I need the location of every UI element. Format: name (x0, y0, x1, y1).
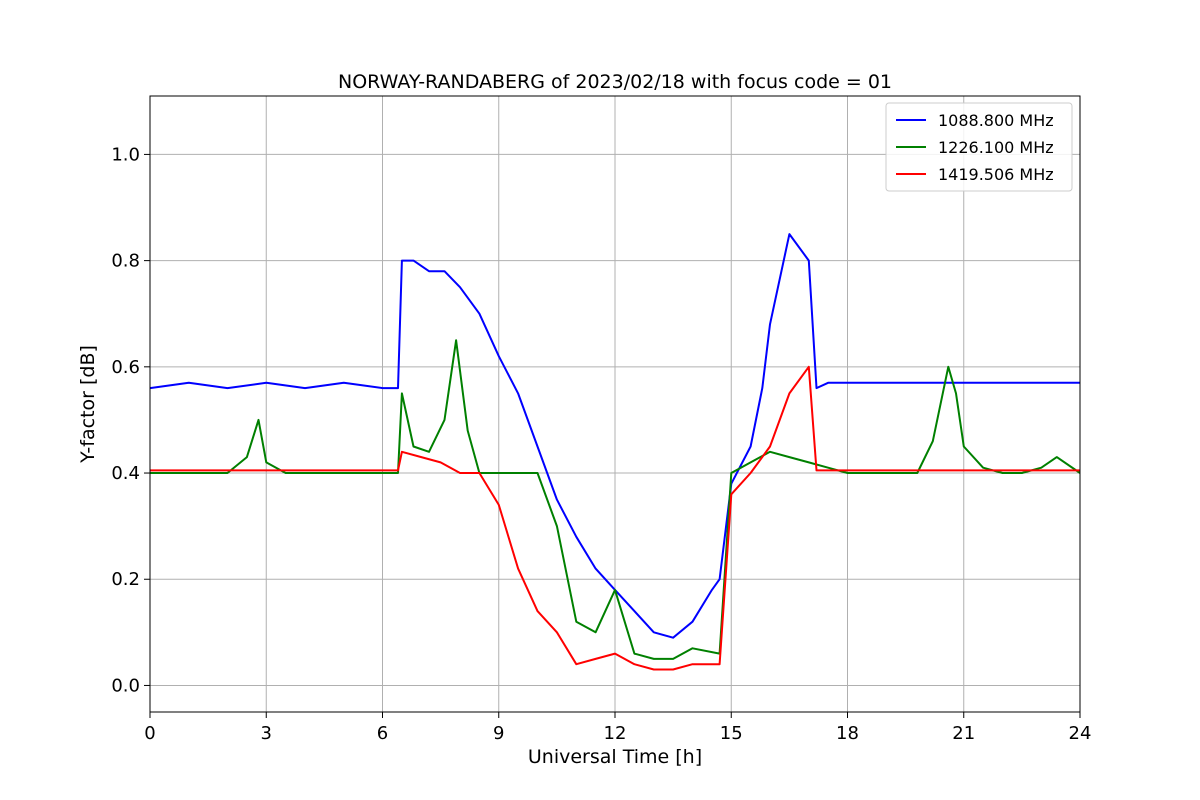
legend-box (885, 102, 1073, 192)
x-axis-label: Universal Time [h] (528, 746, 702, 768)
x-tick-label: 18 (836, 723, 859, 744)
y-tick-label: 0.2 (111, 569, 140, 590)
x-tick-label: 9 (493, 723, 504, 744)
x-tick-label: 6 (377, 723, 388, 744)
y-tick-label: 0.6 (111, 357, 140, 378)
legend-entry: 1088.800 MHz (938, 111, 1054, 130)
legend-entry: 1419.506 MHz (938, 165, 1054, 184)
series-line-1 (150, 339, 1081, 660)
x-tick-label: 21 (952, 723, 975, 744)
x-tick-label: 24 (1069, 723, 1092, 744)
y-tick-label: 1.0 (111, 144, 140, 165)
x-tick-label: 12 (604, 723, 627, 744)
x-tick-label: 0 (144, 723, 155, 744)
legend: 1088.800 MHz 1226.100 MHz 1419.506 MHz (885, 102, 1073, 192)
y-tick-label: 0.8 (111, 251, 140, 272)
ticks: 0 3 6 9 12 15 18 21 24 0.0 0.2 0.4 0.6 0.8 1.0 (111, 144, 1091, 744)
y-axis-label: Y-factor [dB] (77, 345, 99, 464)
chart-title: NORWAY-RANDABERG of 2023/02/18 with focu… (338, 71, 892, 93)
y-tick-label: 0.0 (111, 675, 140, 696)
series-layer (149, 233, 1081, 671)
series-line-2 (150, 365, 1080, 671)
x-tick-label: 15 (720, 723, 743, 744)
series-line-0 (149, 233, 1080, 639)
y-tick-label: 0.4 (111, 463, 140, 484)
x-tick-label: 3 (261, 723, 272, 744)
legend-entry: 1226.100 MHz (938, 138, 1054, 157)
